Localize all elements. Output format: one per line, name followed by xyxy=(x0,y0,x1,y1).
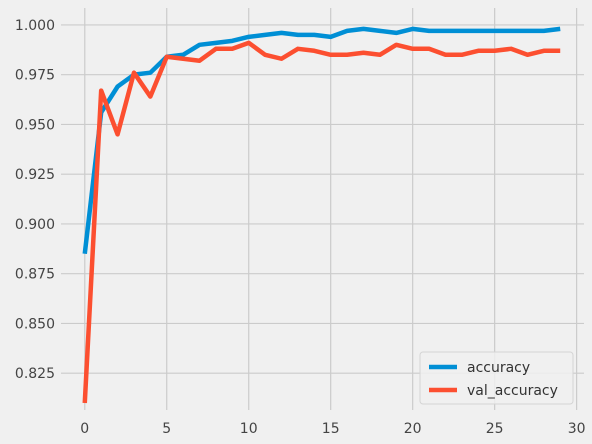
y-tick-label: 0.825 xyxy=(15,366,55,382)
x-tick-label: 25 xyxy=(486,421,504,437)
grid xyxy=(61,8,584,410)
y-tick-label: 1.000 xyxy=(15,18,55,34)
y-tick-label: 0.975 xyxy=(15,68,55,84)
x-tick-label: 30 xyxy=(568,421,586,437)
legend-label-val-accuracy: val_accuracy xyxy=(467,383,558,399)
y-tick-label: 0.950 xyxy=(15,117,55,133)
x-tick-label: 20 xyxy=(404,421,422,437)
tick-labels: 0 5 10 15 20 25 30 0.825 0.850 0.875 0.900 0.925 0.9… xyxy=(15,18,586,437)
y-tick-label: 0.925 xyxy=(15,167,55,183)
legend-label-accuracy: accuracy xyxy=(467,360,530,376)
legend: accuracy val_accuracy xyxy=(419,351,574,405)
x-tick-label: 15 xyxy=(322,421,340,437)
y-tick-label: 0.900 xyxy=(15,217,55,233)
x-tick-label: 0 xyxy=(80,421,89,437)
series-lines xyxy=(82,26,561,404)
y-tick-label: 0.875 xyxy=(15,267,55,283)
y-tick-label: 0.850 xyxy=(15,316,55,332)
x-tick-label: 5 xyxy=(162,421,171,437)
x-tick-label: 10 xyxy=(240,421,258,437)
legend-box xyxy=(419,351,574,405)
series-line-val-accuracy xyxy=(82,40,561,404)
